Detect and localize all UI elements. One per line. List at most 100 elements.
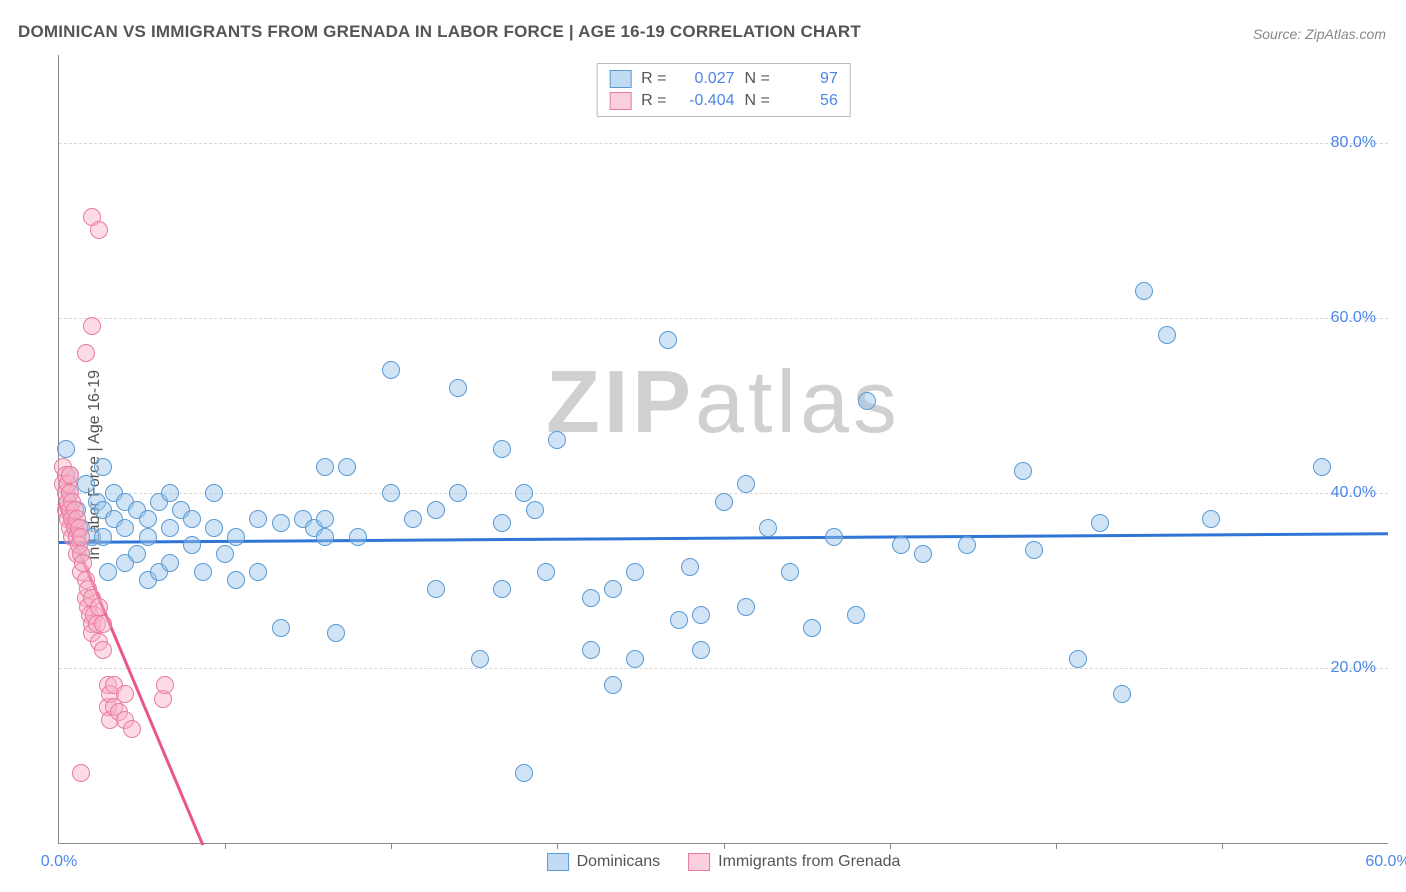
scatter-point xyxy=(99,563,117,581)
x-tick-label: 60.0% xyxy=(1365,853,1406,871)
scatter-point xyxy=(1158,326,1176,344)
swatch-blue xyxy=(547,853,569,871)
swatch-blue xyxy=(609,70,631,88)
scatter-point xyxy=(90,598,108,616)
scatter-point xyxy=(57,440,75,458)
scatter-point xyxy=(1069,650,1087,668)
y-tick-label: 60.0% xyxy=(1331,309,1376,327)
scatter-point xyxy=(692,606,710,624)
n-label: N = xyxy=(745,70,770,88)
scatter-point xyxy=(349,528,367,546)
legend-item-grenada: Immigrants from Grenada xyxy=(688,853,900,871)
scatter-point xyxy=(427,501,445,519)
legend-label-dominicans: Dominicans xyxy=(577,853,661,871)
x-tick-mark xyxy=(890,843,891,849)
r-label: R = xyxy=(641,92,666,110)
plot-surface: 20.0%40.0%60.0%80.0%0.0%60.0% xyxy=(59,55,1388,843)
scatter-point xyxy=(90,221,108,239)
scatter-point xyxy=(77,344,95,362)
y-tick-label: 20.0% xyxy=(1331,659,1376,677)
scatter-point xyxy=(737,475,755,493)
scatter-point xyxy=(892,536,910,554)
swatch-pink xyxy=(609,92,631,110)
scatter-point xyxy=(161,484,179,502)
scatter-point xyxy=(194,563,212,581)
scatter-point xyxy=(205,519,223,537)
gridline xyxy=(59,318,1388,319)
scatter-point xyxy=(1202,510,1220,528)
scatter-point xyxy=(737,598,755,616)
scatter-point xyxy=(272,619,290,637)
source-name: ZipAtlas.com xyxy=(1305,26,1386,42)
y-tick-label: 80.0% xyxy=(1331,134,1376,152)
scatter-point xyxy=(526,501,544,519)
scatter-point xyxy=(493,440,511,458)
scatter-point xyxy=(582,641,600,659)
x-tick-mark xyxy=(1056,843,1057,849)
scatter-point xyxy=(759,519,777,537)
source-attribution: Source: ZipAtlas.com xyxy=(1253,26,1386,42)
scatter-point xyxy=(847,606,865,624)
scatter-point xyxy=(626,563,644,581)
scatter-point xyxy=(1113,685,1131,703)
scatter-point xyxy=(382,361,400,379)
chart-container: In Labor Force | Age 16-19 ZIPatlas 20.0… xyxy=(18,55,1388,874)
scatter-point xyxy=(216,545,234,563)
scatter-point xyxy=(139,528,157,546)
scatter-point xyxy=(604,580,622,598)
scatter-point xyxy=(1313,458,1331,476)
scatter-point xyxy=(1091,514,1109,532)
legend-label-grenada: Immigrants from Grenada xyxy=(718,853,900,871)
scatter-point xyxy=(94,615,112,633)
x-tick-mark xyxy=(724,843,725,849)
scatter-point xyxy=(316,510,334,528)
scatter-point xyxy=(156,676,174,694)
scatter-point xyxy=(1135,282,1153,300)
n-label: N = xyxy=(745,92,770,110)
scatter-point xyxy=(825,528,843,546)
scatter-point xyxy=(493,580,511,598)
scatter-point xyxy=(471,650,489,668)
x-tick-mark xyxy=(225,843,226,849)
scatter-point xyxy=(249,510,267,528)
scatter-point xyxy=(123,720,141,738)
scatter-point xyxy=(404,510,422,528)
scatter-point xyxy=(715,493,733,511)
scatter-point xyxy=(77,475,95,493)
scatter-point xyxy=(692,641,710,659)
scatter-point xyxy=(116,519,134,537)
scatter-point xyxy=(1014,462,1032,480)
swatch-pink xyxy=(688,853,710,871)
gridline xyxy=(59,143,1388,144)
scatter-point xyxy=(449,484,467,502)
gridline xyxy=(59,668,1388,669)
scatter-point xyxy=(61,466,79,484)
scatter-point xyxy=(183,536,201,554)
chart-plot-area: ZIPatlas 20.0%40.0%60.0%80.0%0.0%60.0% R… xyxy=(58,55,1388,844)
r-value-dominicans: 0.027 xyxy=(677,70,735,88)
scatter-point xyxy=(227,571,245,589)
scatter-point xyxy=(161,554,179,572)
scatter-point xyxy=(803,619,821,637)
r-value-grenada: -0.404 xyxy=(677,92,735,110)
scatter-point xyxy=(427,580,445,598)
scatter-point xyxy=(958,536,976,554)
r-label: R = xyxy=(641,70,666,88)
scatter-point xyxy=(74,554,92,572)
scatter-point xyxy=(548,431,566,449)
scatter-point xyxy=(515,764,533,782)
scatter-point xyxy=(515,484,533,502)
scatter-point xyxy=(94,641,112,659)
scatter-point xyxy=(205,484,223,502)
scatter-point xyxy=(183,510,201,528)
scatter-point xyxy=(659,331,677,349)
scatter-point xyxy=(493,514,511,532)
scatter-point xyxy=(681,558,699,576)
scatter-point xyxy=(161,519,179,537)
scatter-point xyxy=(338,458,356,476)
regression-line xyxy=(59,532,1388,543)
scatter-point xyxy=(858,392,876,410)
scatter-point xyxy=(316,458,334,476)
chart-title: DOMINICAN VS IMMIGRANTS FROM GRENADA IN … xyxy=(18,22,861,42)
x-tick-mark xyxy=(1222,843,1223,849)
